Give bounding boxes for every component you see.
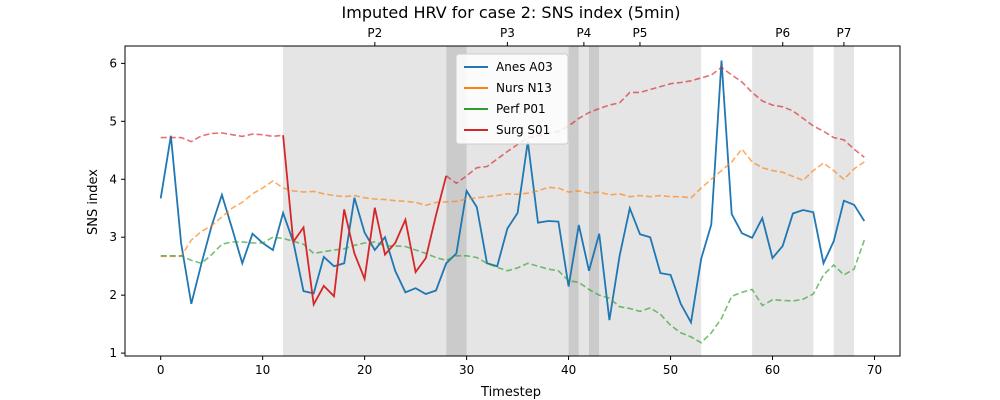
series-line-imputed	[160, 132, 284, 143]
phase-label: P2	[367, 26, 382, 40]
x-tick-label: 20	[357, 363, 372, 377]
x-tick-label: 60	[765, 363, 780, 377]
phase-band	[578, 46, 589, 356]
y-tick-label: 6	[109, 56, 117, 70]
phase-overlap-band	[568, 46, 579, 356]
series-line-imputed	[160, 147, 865, 258]
legend-entry: Surg S01	[496, 123, 550, 137]
legend-entry: Perf P01	[496, 102, 546, 116]
legend-box	[455, 53, 569, 145]
phase-band	[752, 46, 814, 356]
x-axis-label: Timestep	[480, 385, 541, 400]
x-tick-label: 0	[157, 363, 165, 377]
phase-label: P7	[836, 26, 851, 40]
y-tick-label: 3	[109, 230, 117, 244]
y-tick-label: 5	[109, 114, 117, 128]
phase-labels: P2 P3 P4 P5 P6 P7	[367, 26, 851, 46]
phase-band	[283, 46, 447, 356]
plot-frame	[124, 45, 901, 357]
x-tick-label: 40	[561, 363, 576, 377]
chart-title: Imputed HRV for case 2: SNS index (5min)	[342, 3, 681, 22]
y-axis-label: SNS index	[86, 169, 101, 235]
x-tick-label: 10	[255, 363, 270, 377]
phase-label: P4	[576, 26, 591, 40]
series-line-imputed	[160, 236, 866, 344]
series-line-observed	[159, 60, 866, 326]
x-tick-label: 70	[867, 363, 882, 377]
phase-bands	[283, 46, 855, 356]
x-axis: 0 10 20 30 40 50 60 70	[157, 356, 882, 377]
series-line-imputed	[445, 66, 865, 185]
phase-label: P3	[500, 26, 515, 40]
series-line-observed	[282, 135, 448, 308]
phase-label: P6	[775, 26, 790, 40]
x-tick-label: 30	[459, 363, 474, 377]
legend: Anes A03 Nurs N13 Perf P01 Surg S01	[455, 53, 569, 145]
legend-entry: Anes A03	[496, 60, 553, 74]
legend-entry: Nurs N13	[496, 81, 552, 95]
phase-overlap-band	[588, 46, 600, 356]
y-tick-label: 1	[109, 346, 117, 360]
y-tick-label: 2	[109, 288, 117, 302]
y-axis: 1 2 3 4 5 6	[109, 56, 125, 360]
phase-label: P5	[633, 26, 648, 40]
series-lines	[159, 60, 866, 344]
phase-band	[599, 46, 702, 356]
y-tick-label: 4	[109, 172, 117, 186]
x-tick-label: 50	[663, 363, 678, 377]
